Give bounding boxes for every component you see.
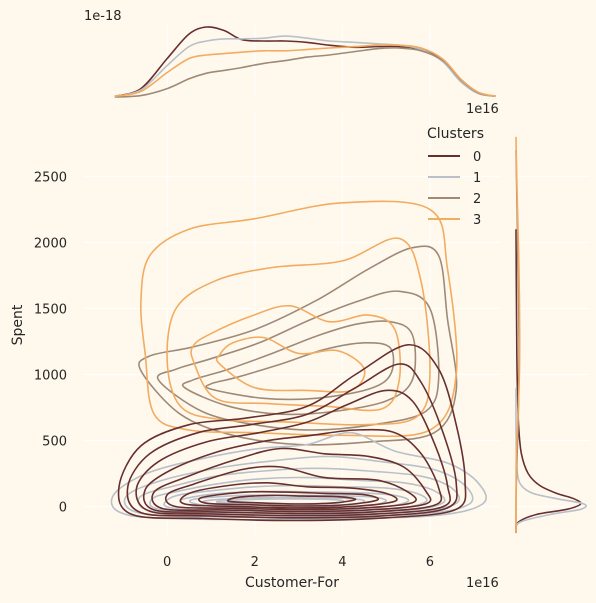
contour-line [179, 481, 398, 509]
y-axis-ticks: 0 500 1000 1500 2000 2500 [34, 170, 67, 515]
legend-label-1: 1 [473, 171, 481, 186]
legend-label-0: 0 [473, 150, 481, 165]
legend-label-3: 3 [473, 213, 481, 228]
contour-line [215, 336, 366, 393]
contour-line [156, 290, 440, 431]
contour-line [151, 447, 432, 513]
right-marginal-offset-text: 1e16 [466, 102, 499, 117]
contour-line [126, 363, 458, 519]
x-tick-label: 4 [338, 555, 346, 570]
y-tick-label: 0 [59, 501, 67, 516]
x-tick-label: 6 [426, 555, 434, 570]
contour-line [138, 245, 458, 446]
contour-series-0 [117, 343, 467, 522]
contour-line [117, 343, 467, 522]
contour-line [165, 465, 417, 511]
right-kde-line-0 [515, 229, 582, 534]
legend: Clusters 0 1 2 3 [427, 126, 484, 228]
top-marginal-offset-text: 1e-18 [84, 9, 122, 24]
contour-line [135, 389, 452, 517]
contour-line [139, 200, 458, 438]
contour-line [190, 304, 402, 412]
contour-line [205, 341, 395, 401]
contour-line [181, 320, 417, 416]
y-tick-label: 1000 [34, 369, 67, 384]
top-kde-line-3 [114, 44, 496, 98]
contour-line [198, 490, 380, 507]
y-tick-label: 2000 [34, 236, 67, 251]
right-kde-line-3 [515, 136, 521, 534]
x-tick-label: 2 [251, 555, 259, 570]
top-kde-line-1 [114, 35, 496, 98]
top-marginal-kde [114, 25, 496, 98]
legend-title: Clusters [427, 126, 484, 142]
y-tick-label: 500 [42, 435, 67, 450]
right-marginal-kde [514, 136, 590, 534]
x-axis-label: Customer-For [245, 575, 339, 591]
contour-line [142, 428, 443, 515]
main-kde-contours [110, 200, 487, 522]
y-tick-label: 2500 [34, 170, 67, 185]
x-tick-label: 0 [163, 555, 171, 570]
legend-label-2: 2 [473, 192, 481, 207]
y-tick-label: 1500 [34, 302, 67, 317]
x-axis-ticks: 0 2 4 6 [163, 555, 434, 570]
contour-series-2 [138, 245, 458, 446]
x-offset-text: 1e16 [466, 576, 499, 591]
contour-line [226, 494, 357, 505]
top-kde-line-2 [114, 47, 496, 98]
y-axis-label: Spent [10, 304, 26, 345]
